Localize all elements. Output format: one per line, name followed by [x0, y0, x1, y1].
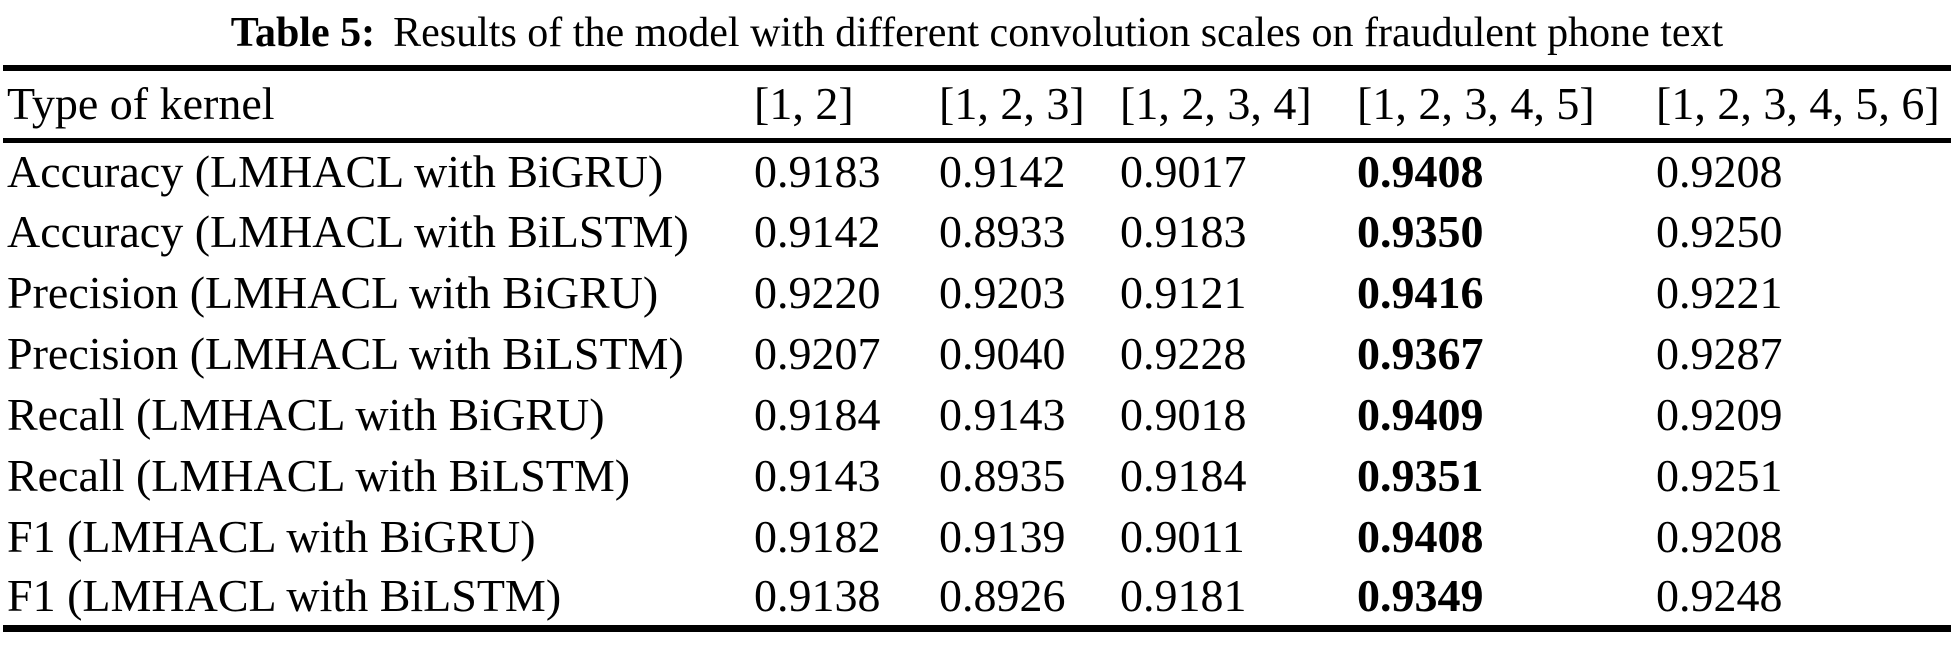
metric-value: 0.9011	[1120, 510, 1245, 562]
metric-value: 0.8935	[939, 449, 1066, 501]
metric-value: 0.9183	[754, 145, 881, 197]
column-header-kernel-1-2-3-4-5: [1, 2, 3, 4, 5]	[1357, 78, 1595, 130]
table-row: Precision (LMHACL with BiLSTM) 0.9207 0.…	[3, 323, 1951, 384]
metric-value: 0.9207	[754, 327, 881, 379]
column-header-kernel-1-2-3: [1, 2, 3]	[939, 78, 1085, 130]
metric-value-best: 0.9367	[1357, 327, 1484, 379]
metric-value: 0.9018	[1120, 388, 1247, 440]
metric-value: 0.9181	[1120, 569, 1247, 621]
row-label: Accuracy (LMHACL with BiLSTM)	[7, 205, 689, 257]
table-row: F1 (LMHACL with BiGRU) 0.9182 0.9139 0.9…	[3, 506, 1951, 567]
metric-value: 0.9040	[939, 327, 1066, 379]
column-header-kernel-1-2-3-4-5-6: [1, 2, 3, 4, 5, 6]	[1656, 78, 1940, 130]
metric-value: 0.9251	[1656, 449, 1783, 501]
column-header-type-of-kernel: Type of kernel	[7, 78, 275, 130]
metric-value: 0.9209	[1656, 388, 1783, 440]
metric-value: 0.9139	[939, 510, 1066, 562]
metric-value: 0.9203	[939, 266, 1066, 318]
header-row: Type of kernel [1, 2] [1, 2, 3] [1, 2, 3…	[3, 68, 1951, 140]
metric-value: 0.9220	[754, 266, 881, 318]
row-label: Precision (LMHACL with BiLSTM)	[7, 327, 684, 379]
metric-value-best: 0.9349	[1357, 569, 1484, 621]
metric-value: 0.9250	[1656, 205, 1783, 257]
metric-value: 0.9138	[754, 569, 881, 621]
metric-value-best: 0.9416	[1357, 266, 1484, 318]
row-label: F1 (LMHACL with BiGRU)	[7, 510, 536, 562]
metric-value: 0.8926	[939, 569, 1066, 621]
metric-value-best: 0.9408	[1357, 510, 1484, 562]
column-header-kernel-1-2-3-4: [1, 2, 3, 4]	[1120, 78, 1312, 130]
table-row: F1 (LMHACL with BiLSTM) 0.9138 0.8926 0.…	[3, 567, 1951, 628]
metric-value: 0.9208	[1656, 510, 1783, 562]
metric-value: 0.9121	[1120, 266, 1247, 318]
metric-value: 0.9143	[754, 449, 881, 501]
metric-value-best: 0.9350	[1357, 205, 1484, 257]
metric-value: 0.9248	[1656, 569, 1783, 621]
table-row: Recall (LMHACL with BiGRU) 0.9184 0.9143…	[3, 384, 1951, 445]
metric-value: 0.9017	[1120, 145, 1247, 197]
row-label: F1 (LMHACL with BiLSTM)	[7, 569, 562, 621]
metric-value: 0.9184	[1120, 449, 1247, 501]
metric-value: 0.9182	[754, 510, 881, 562]
table-caption: Table 5: Results of the model with differ…	[0, 0, 1954, 57]
table-caption-number: Table 5:	[230, 10, 376, 56]
metric-value-best: 0.9351	[1357, 449, 1484, 501]
metric-value: 0.9228	[1120, 327, 1247, 379]
metric-value: 0.9221	[1656, 266, 1783, 318]
metric-value: 0.9142	[939, 145, 1066, 197]
table-caption-text: Results of the model with different conv…	[393, 10, 1724, 56]
metric-value-best: 0.9409	[1357, 388, 1484, 440]
table-row: Precision (LMHACL with BiGRU) 0.9220 0.9…	[3, 262, 1951, 323]
metric-value: 0.9142	[754, 205, 881, 257]
table-row: Accuracy (LMHACL with BiGRU) 0.9183 0.91…	[3, 140, 1951, 201]
metric-value: 0.9183	[1120, 205, 1247, 257]
metric-value: 0.9208	[1656, 145, 1783, 197]
metric-value: 0.9184	[754, 388, 881, 440]
metric-value-best: 0.9408	[1357, 145, 1484, 197]
results-table: Type of kernel [1, 2] [1, 2, 3] [1, 2, 3…	[3, 65, 1951, 632]
row-label: Recall (LMHACL with BiGRU)	[7, 388, 605, 440]
metric-value: 0.9287	[1656, 327, 1783, 379]
metric-value: 0.9143	[939, 388, 1066, 440]
column-header-kernel-1-2: [1, 2]	[754, 78, 854, 130]
table-row: Accuracy (LMHACL with BiLSTM) 0.9142 0.8…	[3, 201, 1951, 262]
metric-value: 0.8933	[939, 205, 1066, 257]
row-label: Recall (LMHACL with BiLSTM)	[7, 449, 631, 501]
row-label: Precision (LMHACL with BiGRU)	[7, 266, 659, 318]
row-label: Accuracy (LMHACL with BiGRU)	[7, 145, 664, 197]
table-row: Recall (LMHACL with BiLSTM) 0.9143 0.893…	[3, 445, 1951, 506]
